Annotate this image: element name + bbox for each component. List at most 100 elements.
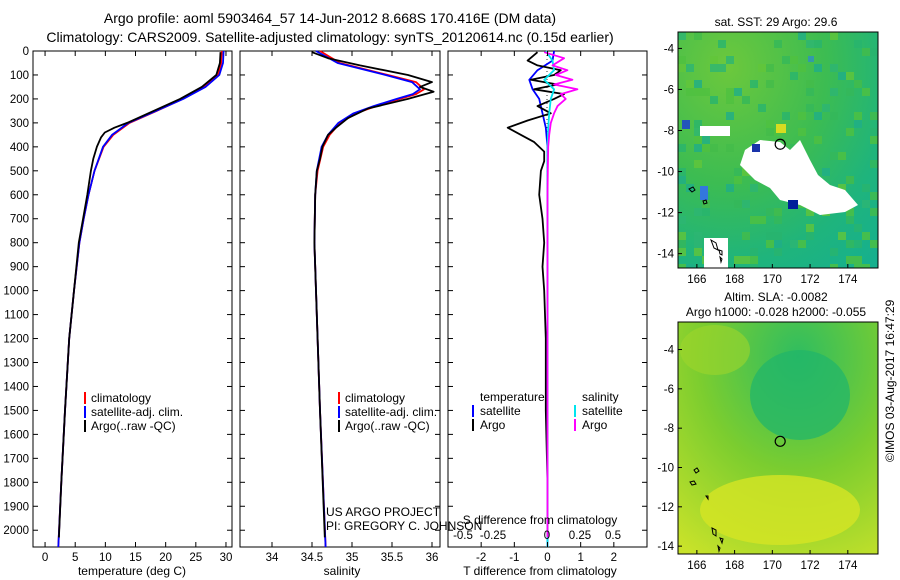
sst-pixel <box>734 200 742 208</box>
secondary-x-tick-label: 0.5 <box>605 530 621 542</box>
legend-label-climatology: climatology <box>345 391 405 405</box>
sst-pixel <box>774 248 782 256</box>
sst-pixel <box>854 80 862 88</box>
salinity-x-ticks: 34 34.5 35 35.5 36 <box>266 51 439 564</box>
sst-pixel <box>854 112 862 120</box>
sst-pixel <box>870 136 878 144</box>
y-tick-label: 400 <box>10 142 29 154</box>
sst-pixel <box>870 240 878 248</box>
sst-pixel <box>694 120 702 128</box>
sst-pixel <box>846 128 854 136</box>
sst-pixel <box>798 112 806 120</box>
temperature-panel: 0 5 10 15 20 25 30 0 100 200 300 400 500 600 700 800 90… <box>3 46 233 578</box>
y-tick-label: 1100 <box>4 310 29 322</box>
sst-pixel <box>726 56 734 64</box>
sla-map-title-line1: Altim. SLA: -0.0082 <box>724 290 828 304</box>
series-line-salinity-argo <box>543 51 579 538</box>
sst-pixel <box>782 112 790 120</box>
difference-panel: -2 -1 0 1 2 -0.5 -0.25 0 0.25 0.5 S difference f… <box>447 50 648 578</box>
sst-pixel <box>678 64 686 72</box>
sst-pixel <box>718 40 726 48</box>
y-tick-label: 1300 <box>3 357 29 369</box>
map-y-tick-label: -10 <box>657 167 674 179</box>
figure-title-line1: Argo profile: aoml 5903464_57 14-Jun-201… <box>104 10 556 26</box>
legend-label-sal-satellite: satellite <box>582 404 623 418</box>
sst-pixel <box>726 96 734 104</box>
x-tick-label: -2 <box>476 552 486 564</box>
sst-pixel <box>862 232 870 240</box>
sst-pixel <box>806 40 814 48</box>
x-tick-label: 0 <box>544 552 550 564</box>
x-tick-label: 35.5 <box>381 552 403 564</box>
y-tick-label: 1700 <box>3 453 29 465</box>
y-tick-label: 1800 <box>3 477 29 489</box>
series-line-argo-raw-qc- <box>58 52 222 538</box>
sla-map-frame <box>677 321 879 555</box>
difference-secondary-ticks: -0.5 -0.25 0 0.25 0.5 <box>453 530 621 542</box>
sst-pixel <box>862 88 870 96</box>
sst-pixel <box>854 240 862 248</box>
secondary-x-tick-label: -0.5 <box>453 530 473 542</box>
map-y-tick-label: -12 <box>657 208 674 220</box>
secondary-x-tick-label: -0.25 <box>480 530 506 542</box>
legend-label-temp-argo: Argo <box>480 418 506 432</box>
sst-pixel <box>838 72 846 80</box>
sst-pixel <box>766 80 774 88</box>
sst-pixel <box>750 216 758 224</box>
sst-pixel <box>750 264 758 268</box>
sst-pixel <box>822 104 830 112</box>
sla-high-anomaly <box>700 475 860 545</box>
sst-pixel <box>814 112 822 120</box>
sst-pixel <box>710 144 718 152</box>
x-tick-label: 30 <box>220 552 233 564</box>
sst-pixel <box>846 256 854 264</box>
legend-title-salinity: salinity <box>582 390 619 404</box>
sla-map-y-ticks: -4 -6 -8 -10 -12 -14 <box>657 345 682 553</box>
temperature-x-ticks: 0 5 10 15 20 25 30 <box>42 51 233 564</box>
sst-pixel <box>870 208 878 216</box>
sst-pixel <box>782 56 790 64</box>
x-tick-label: 15 <box>129 552 142 564</box>
y-tick-label: 1200 <box>3 334 29 346</box>
difference-series-group <box>506 50 579 547</box>
sst-pixel <box>854 264 862 268</box>
sla-map-title-line2: Argo h1000: -0.028 h2000: -0.055 <box>686 305 866 319</box>
sst-pixel <box>742 96 750 104</box>
sst-pixel <box>798 128 806 136</box>
sst-pixel <box>808 56 814 62</box>
x-tick-label: 0 <box>42 552 48 564</box>
sst-pixel <box>686 264 694 268</box>
y-tick-label: 1000 <box>3 286 29 298</box>
sst-pixel <box>758 64 766 72</box>
x-tick-label: 34.5 <box>301 552 323 564</box>
sst-pixel <box>734 256 742 264</box>
legend-label-climatology: climatology <box>91 391 151 405</box>
sst-pixel <box>734 88 742 96</box>
sst-map-panel: sat. SST: 29 Argo: 29.6 166 168 170 172 174 … <box>657 15 879 286</box>
y-tick-label: 0 <box>23 46 29 58</box>
sst-pixel <box>806 224 814 232</box>
sst-pixel <box>678 56 686 64</box>
sst-pixel <box>814 40 822 48</box>
islands <box>688 186 724 553</box>
sst-pixel <box>846 88 854 96</box>
sst-pixel <box>870 160 878 168</box>
sst-pixel <box>710 56 718 64</box>
difference-legend: temperature satellite Argo salinity sate… <box>472 390 623 432</box>
sst-map-y-ticks: -4 -6 -8 -10 -12 -14 <box>657 43 682 261</box>
sst-pixel <box>846 72 854 80</box>
sst-pixel <box>734 168 742 176</box>
sst-pixel <box>758 216 766 224</box>
sst-pixel <box>830 152 838 160</box>
sst-pixel <box>766 64 774 72</box>
difference-s-xlabel: S difference from climatology <box>463 513 618 527</box>
sst-pixel <box>718 64 726 72</box>
sst-pixel <box>726 112 734 120</box>
x-tick-label: 36 <box>426 552 439 564</box>
sla-map-panel: Altim. SLA: -0.0082 Argo h1000: -0.028 h… <box>657 290 879 572</box>
sst-pixel <box>822 168 830 176</box>
x-tick-label: 1 <box>577 552 583 564</box>
sst-pixel <box>734 176 742 184</box>
sst-pixel <box>694 128 702 136</box>
